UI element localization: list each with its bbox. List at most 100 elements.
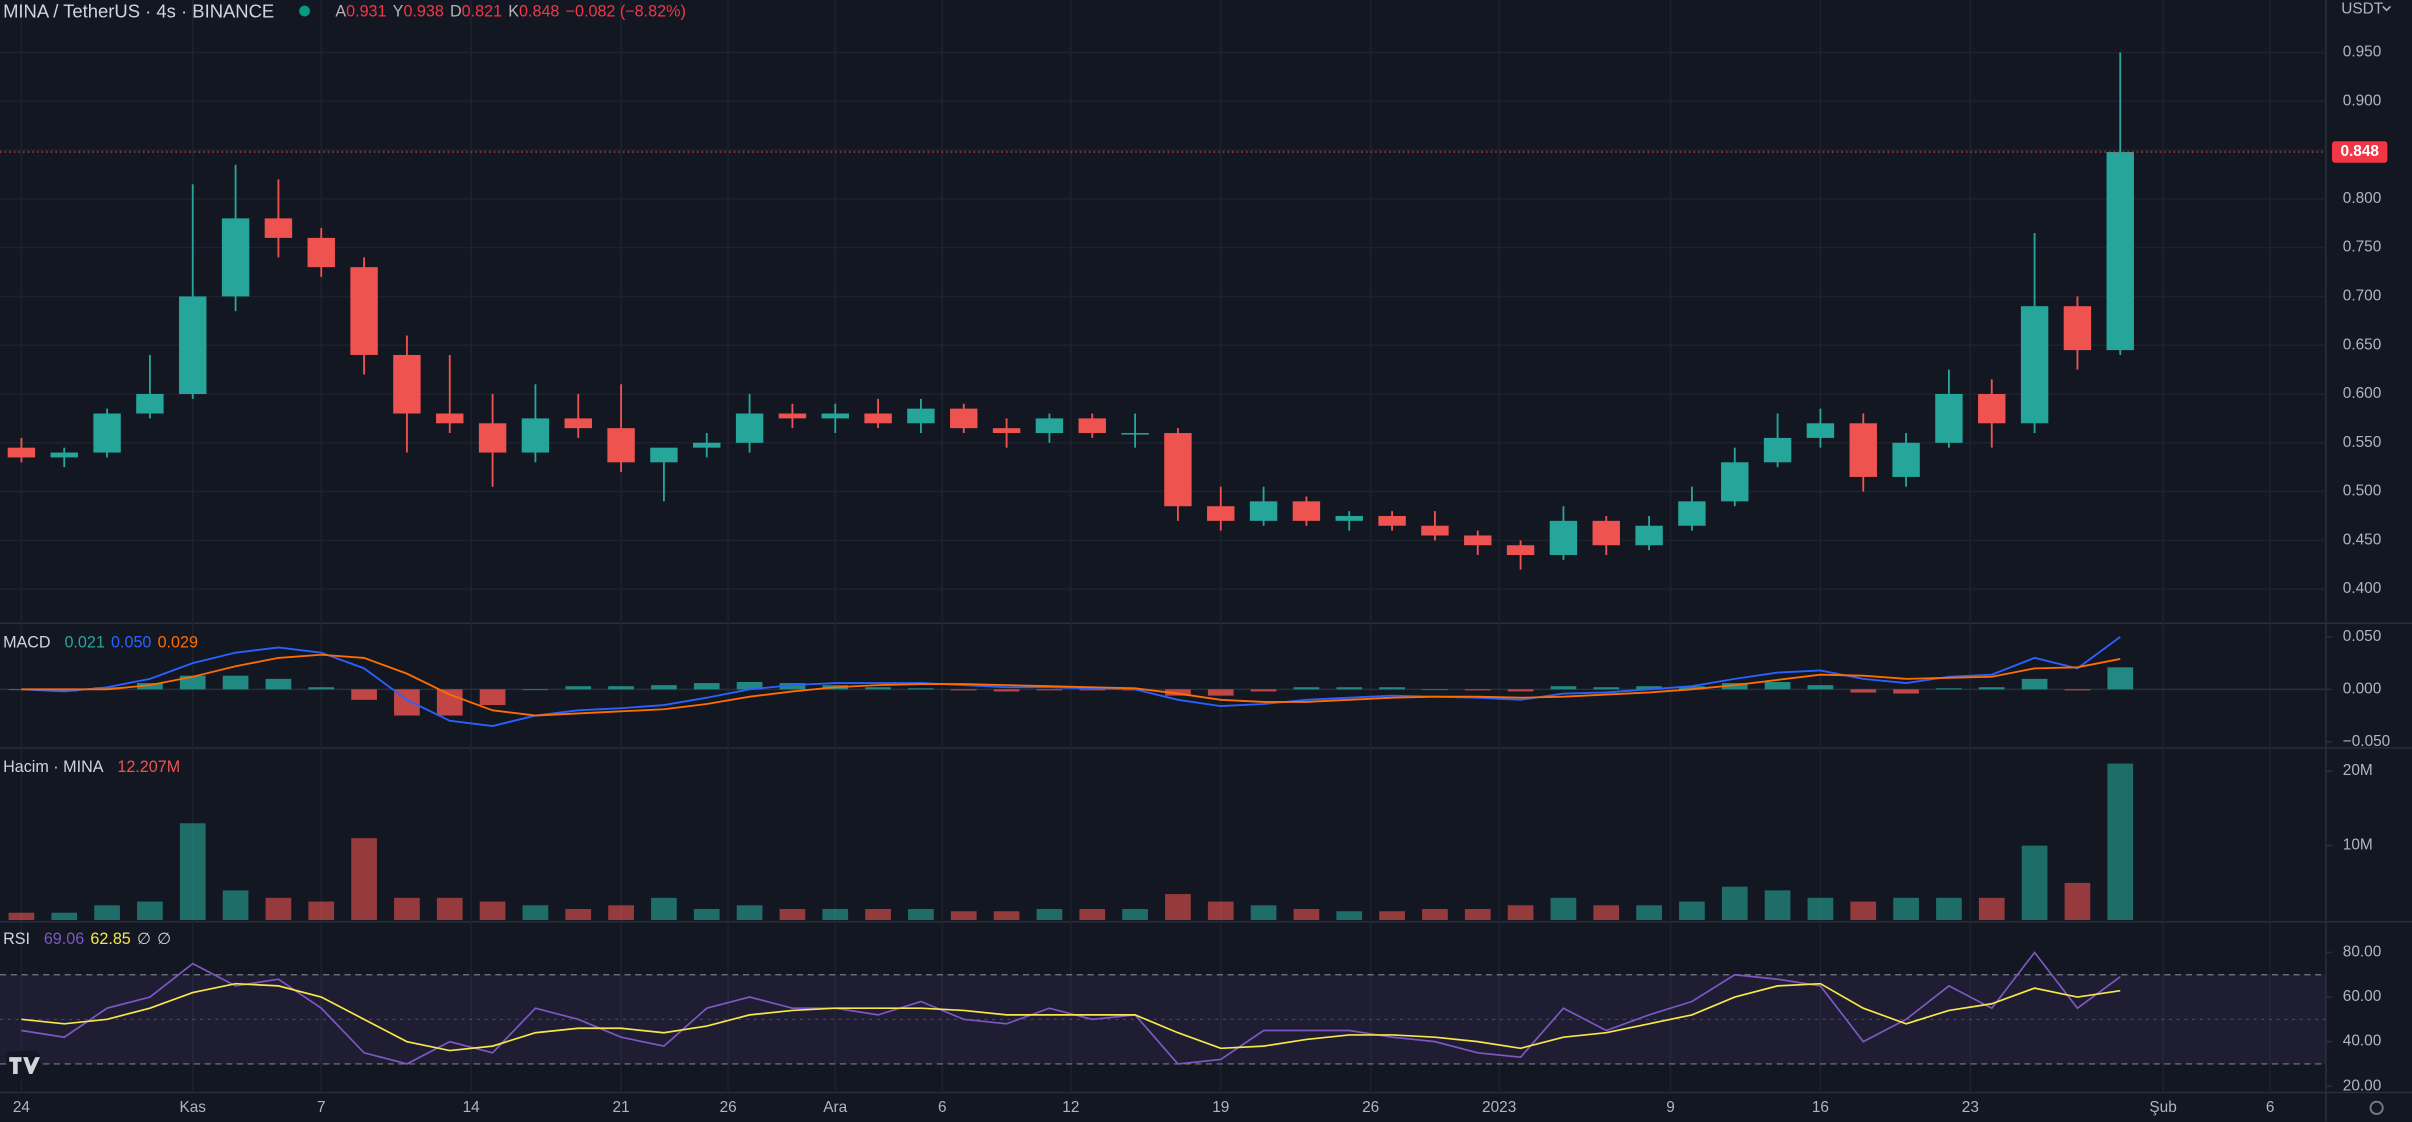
volume-bar — [693, 909, 720, 921]
candle-body — [1378, 515, 1406, 526]
volume-bar — [1807, 897, 1834, 921]
volume-bar — [1636, 905, 1662, 921]
logo — [6, 1050, 40, 1079]
volume-bar — [51, 912, 78, 921]
x-tick-label: 16 — [1812, 1099, 1829, 1116]
ohlc-value: 0.938 — [403, 3, 443, 21]
candle-body — [350, 267, 378, 355]
candle-body — [393, 354, 421, 414]
histogram-bar — [1079, 689, 1106, 691]
histogram-bar — [1336, 687, 1363, 690]
histogram-bar — [436, 689, 463, 716]
histogram-bar — [608, 686, 634, 690]
histogram-bar — [1464, 689, 1491, 691]
volume-bar — [137, 901, 163, 921]
y-tick-label: 80.00 — [2343, 944, 2381, 961]
chart-header: MINA / TetherUS · 4s · BINANCE — [3, 0, 274, 21]
candle-body — [1249, 501, 1278, 521]
y-tick-label: 10M — [2343, 837, 2373, 854]
legend-value: 0.050 — [111, 634, 151, 652]
histogram-bar — [865, 687, 891, 690]
histogram-bar — [993, 689, 1020, 692]
pane-title: RSI — [3, 930, 30, 948]
x-tick-label: 19 — [1212, 1099, 1229, 1116]
candle-body — [1592, 520, 1620, 546]
volume-bar — [608, 905, 634, 921]
histogram-bar — [1379, 687, 1405, 690]
last-price-label: 0.848 — [2340, 143, 2379, 160]
candle-body — [93, 413, 121, 453]
pane-legend: Hacim · MINA 12.207M — [3, 758, 180, 776]
candle-body — [1849, 423, 1877, 477]
x-tick-label: 7 — [317, 1099, 326, 1116]
histogram-bar — [2064, 689, 2091, 691]
histogram-bar — [565, 686, 592, 690]
volume-bar — [179, 823, 206, 921]
pane-legend: RSI 69.06 62.85 ∅ ∅ — [3, 930, 171, 948]
volume-bar — [1079, 909, 1106, 921]
candle-body — [1421, 525, 1449, 536]
y-unit-label: USDT — [2341, 1, 2383, 18]
candle-body — [778, 413, 807, 419]
histogram-bar — [179, 675, 206, 690]
histogram-bar — [1593, 687, 1620, 690]
volume-bar — [736, 905, 763, 921]
histogram-bar — [222, 675, 249, 690]
volume-bar — [1207, 901, 1234, 921]
volume-bar — [1250, 905, 1277, 921]
histogram-bar — [1850, 689, 1877, 693]
chart-title: MINA / TetherUS · 4s · BINANCE — [3, 0, 274, 21]
volume-bar — [308, 901, 335, 921]
volume-bar — [1936, 897, 1962, 921]
volume-bar — [1379, 911, 1405, 921]
settings-icon[interactable] — [2369, 1100, 2384, 1115]
volume-bar — [2021, 845, 2048, 921]
pane-legend: MACD 0.021 0.050 0.029 — [3, 634, 198, 652]
marks-layer — [0, 52, 2326, 1065]
candle-body — [1806, 423, 1835, 438]
volume-bar — [1336, 911, 1363, 921]
legend-value: 69.06 — [44, 930, 84, 948]
candle-body — [1464, 535, 1492, 546]
volume-bar — [8, 912, 35, 921]
candle-body — [307, 237, 335, 268]
candle-body — [264, 218, 293, 238]
candle-body — [735, 413, 764, 443]
pane-title: Hacim · MINA — [3, 758, 104, 776]
candle-body — [136, 394, 164, 414]
y-tick-label: 0.600 — [2343, 385, 2381, 402]
volume-bar — [565, 909, 592, 921]
candle-body — [1678, 501, 1706, 526]
histogram-bar — [1036, 689, 1063, 691]
volume-bar — [2064, 882, 2091, 921]
candles — [7, 52, 2134, 570]
histogram-bar — [651, 685, 677, 690]
candle-body — [564, 418, 592, 429]
x-tick-label: Ara — [823, 1099, 847, 1116]
x-tick-label: 6 — [938, 1099, 947, 1116]
candle-body — [478, 423, 507, 453]
ohlc-legend: A0.931 Y0.938 D0.821 K0.848 −0.082 (−8.82%) — [335, 3, 685, 21]
x-tick-label: 23 — [1962, 1099, 1979, 1116]
status-dot — [299, 5, 310, 17]
volume-bar — [1464, 909, 1491, 921]
volume-bar — [908, 909, 934, 921]
y-tick-label: 0.800 — [2343, 190, 2381, 207]
histogram-bar — [1978, 687, 2005, 690]
y-tick-label: 60.00 — [2343, 988, 2381, 1005]
candle-body — [864, 413, 892, 424]
y-tick-label: 40.00 — [2343, 1033, 2381, 1050]
x-tick-label: 2023 — [1482, 1099, 1516, 1116]
y-tick-label: 0.400 — [2343, 580, 2381, 597]
y-tick-label: −0.050 — [2343, 733, 2390, 750]
volume-bar — [94, 905, 120, 921]
histogram-bar — [2107, 667, 2134, 690]
y-tick-label: 20M — [2343, 762, 2373, 779]
candle-body — [1121, 433, 1149, 435]
histogram-bar — [1764, 682, 1791, 690]
candle-body — [1292, 501, 1321, 521]
ohlc-key: K — [508, 3, 519, 21]
